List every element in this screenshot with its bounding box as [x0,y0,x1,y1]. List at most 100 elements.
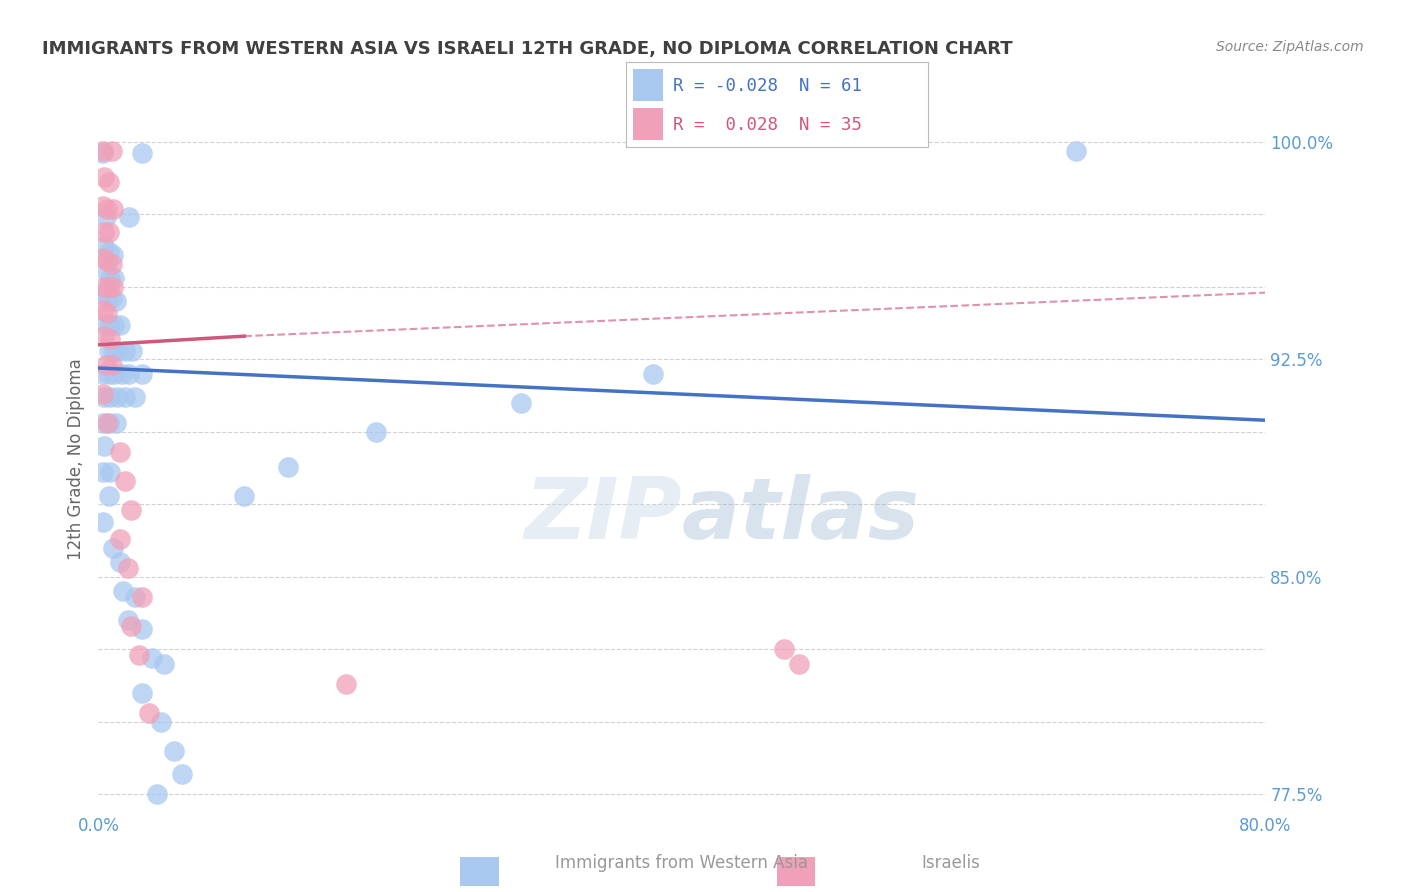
Point [641,367,664,381]
Point [91,285,114,300]
Point [101,541,124,555]
Bar [778,857,815,886]
Point [112,584,135,599]
Point [91,466,114,480]
Point [105,390,128,404]
Point [114,343,136,358]
Text: ZIP: ZIP [524,475,682,558]
Point [1064,144,1087,158]
Text: Immigrants from Western Asia: Immigrants from Western Asia [555,855,808,872]
Text: Source: ZipAtlas.com: Source: ZipAtlas.com [1216,40,1364,54]
Point [787,657,810,671]
Point [93,239,115,253]
Point [91,387,114,401]
Point [121,343,143,358]
Point [93,439,115,453]
Point [110,318,132,332]
Point [103,367,125,381]
Point [510,396,533,410]
Bar [461,857,499,886]
Point [98,466,121,480]
Point [773,642,796,657]
Point [91,199,114,213]
Point [98,332,121,346]
Point [100,292,122,306]
Point [128,648,150,662]
Point [100,257,122,271]
Point [96,416,118,430]
Point [93,329,115,343]
Point [118,211,141,225]
Point [131,686,153,700]
Point [277,459,299,474]
Point [93,280,115,294]
Point [110,555,132,569]
Point [117,613,139,627]
Point [364,425,387,439]
Point [104,416,127,430]
Point [131,590,153,604]
Point [105,343,128,358]
Point [98,390,121,404]
Point [117,561,139,575]
Point [97,367,120,381]
Point [91,416,114,430]
Y-axis label: 12th Grade, No Diploma: 12th Grade, No Diploma [66,359,84,560]
Point [103,318,125,332]
Bar [633,70,664,102]
Point [97,489,120,503]
Point [118,367,141,381]
Point [97,343,120,358]
Point [98,271,121,285]
Point [91,303,114,318]
Point [100,144,122,158]
Point [101,202,124,216]
Point [120,619,142,633]
Point [96,202,118,216]
Point [96,292,118,306]
Point [91,367,114,381]
Point [97,176,120,190]
Point [124,390,146,404]
Point [141,651,163,665]
Point [94,211,117,225]
Point [97,416,120,430]
Text: R = -0.028  N = 61: R = -0.028 N = 61 [672,77,862,95]
Point [150,714,173,729]
Point [114,390,136,404]
Point [233,489,256,503]
Point [131,367,153,381]
Point [103,271,125,285]
Point [163,744,186,758]
Point [94,358,117,372]
Text: atlas: atlas [682,475,920,558]
Point [114,474,136,488]
Point [146,787,169,801]
Point [101,280,124,294]
Point [93,169,115,184]
Point [94,318,117,332]
Point [111,367,134,381]
Point [170,767,193,781]
Point [96,306,118,320]
Point [91,251,114,265]
Point [120,503,142,517]
Bar [633,108,664,140]
Text: IMMIGRANTS FROM WESTERN ASIA VS ISRAELI 12TH GRADE, NO DIPLOMA CORRELATION CHART: IMMIGRANTS FROM WESTERN ASIA VS ISRAELI … [42,40,1012,58]
Point [96,265,118,279]
Point [97,225,120,239]
Point [138,706,160,720]
Point [131,146,153,161]
Point [124,590,146,604]
Point [101,248,124,262]
Point [110,445,132,459]
Text: R =  0.028  N = 35: R = 0.028 N = 35 [672,116,862,134]
Point [131,622,153,636]
Point [101,343,124,358]
Point [96,253,118,268]
Point [91,515,114,529]
Point [100,358,122,372]
Point [104,294,127,309]
Point [91,146,114,161]
Text: Israelis: Israelis [921,855,980,872]
